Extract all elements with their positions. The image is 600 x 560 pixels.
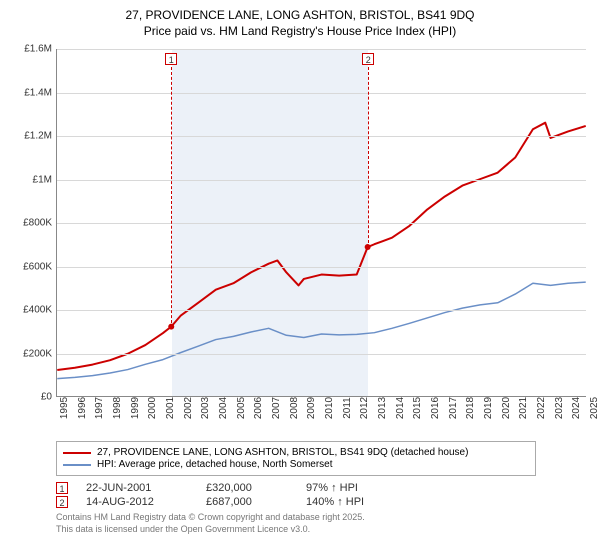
gridline	[57, 180, 586, 181]
x-axis-label: 2004	[218, 393, 236, 423]
x-axis-label: 1996	[77, 393, 95, 423]
marker-label: 1	[165, 53, 177, 65]
x-axis-label: 2002	[183, 393, 201, 423]
y-axis-label: £200K	[10, 348, 52, 359]
gridline	[57, 49, 586, 50]
plot-region: 12	[56, 49, 586, 397]
x-axis-label: 2022	[536, 393, 554, 423]
legend-item: 27, PROVIDENCE LANE, LONG ASHTON, BRISTO…	[63, 447, 529, 458]
chart-area: 12 £0£200K£400K£600K£800K£1M£1.2M£1.4M£1…	[10, 45, 590, 435]
sales-price: £320,000	[206, 482, 306, 494]
gridline	[57, 267, 586, 268]
sales-price: £687,000	[206, 496, 306, 508]
y-axis-label: £1M	[10, 174, 52, 185]
sales-row: 1 22-JUN-2001£320,00097% ↑ HPI	[56, 482, 590, 494]
x-axis-label: 2006	[253, 393, 271, 423]
y-axis-label: £400K	[10, 305, 52, 316]
x-axis-label: 2000	[147, 393, 165, 423]
sales-table: 1 22-JUN-2001£320,00097% ↑ HPI 2 14-AUG-201…	[56, 482, 590, 508]
legend-label: 27, PROVIDENCE LANE, LONG ASHTON, BRISTO…	[97, 447, 468, 458]
y-axis-label: £1.4M	[10, 87, 52, 98]
marker-line	[368, 67, 369, 248]
x-axis-label: 2016	[430, 393, 448, 423]
legend-label: HPI: Average price, detached house, Nort…	[97, 459, 333, 470]
x-axis-label: 2010	[324, 393, 342, 423]
x-axis-label: 2020	[501, 393, 519, 423]
x-axis-label: 2019	[483, 393, 501, 423]
sales-date: 14-AUG-2012	[86, 496, 206, 508]
title-line-2: Price paid vs. HM Land Registry's House …	[10, 24, 590, 40]
y-axis-label: £1.2M	[10, 131, 52, 142]
y-axis-label: £1.6M	[10, 44, 52, 55]
footer-line-1: Contains HM Land Registry data © Crown c…	[56, 512, 590, 524]
x-axis-label: 2009	[306, 393, 324, 423]
sales-row: 2 14-AUG-2012£687,000140% ↑ HPI	[56, 496, 590, 508]
gridline	[57, 223, 586, 224]
gridline	[57, 310, 586, 311]
x-axis-label: 2025	[589, 393, 600, 423]
sales-marker-ref: 2	[56, 496, 68, 508]
x-axis-label: 2015	[412, 393, 430, 423]
x-axis-label: 2021	[518, 393, 536, 423]
x-axis-label: 2018	[465, 393, 483, 423]
x-axis-label: 2024	[571, 393, 589, 423]
x-axis-label: 2014	[395, 393, 413, 423]
sales-hpi: 97% ↑ HPI	[306, 482, 426, 494]
title-line-1: 27, PROVIDENCE LANE, LONG ASHTON, BRISTO…	[10, 8, 590, 24]
title-block: 27, PROVIDENCE LANE, LONG ASHTON, BRISTO…	[10, 8, 590, 39]
legend: 27, PROVIDENCE LANE, LONG ASHTON, BRISTO…	[56, 441, 536, 476]
x-axis-label: 2012	[359, 393, 377, 423]
x-axis-label: 2008	[289, 393, 307, 423]
chart-container: 27, PROVIDENCE LANE, LONG ASHTON, BRISTO…	[0, 0, 600, 540]
gridline	[57, 136, 586, 137]
x-axis-label: 1998	[112, 393, 130, 423]
marker-line	[171, 67, 172, 327]
legend-item: HPI: Average price, detached house, Nort…	[63, 459, 529, 470]
sales-hpi: 140% ↑ HPI	[306, 496, 426, 508]
x-axis-label: 1997	[94, 393, 112, 423]
y-axis-label: £0	[10, 392, 52, 403]
gridline	[57, 354, 586, 355]
x-axis-label: 2007	[271, 393, 289, 423]
legend-swatch	[63, 452, 91, 454]
y-axis-label: £600K	[10, 261, 52, 272]
marker-label: 2	[362, 53, 374, 65]
gridline	[57, 93, 586, 94]
x-axis-label: 2013	[377, 393, 395, 423]
x-axis-label: 1999	[130, 393, 148, 423]
x-axis-label: 2011	[342, 393, 360, 423]
sales-marker-ref: 1	[56, 482, 68, 494]
footer-line-2: This data is licensed under the Open Gov…	[56, 524, 590, 536]
x-axis-label: 2023	[554, 393, 572, 423]
sales-date: 22-JUN-2001	[86, 482, 206, 494]
legend-swatch	[63, 464, 91, 466]
x-axis-label: 1995	[59, 393, 77, 423]
x-axis-label: 2003	[200, 393, 218, 423]
y-axis-label: £800K	[10, 218, 52, 229]
x-axis-label: 2001	[165, 393, 183, 423]
x-axis-label: 2005	[236, 393, 254, 423]
x-axis-label: 2017	[448, 393, 466, 423]
footer: Contains HM Land Registry data © Crown c…	[56, 512, 590, 535]
